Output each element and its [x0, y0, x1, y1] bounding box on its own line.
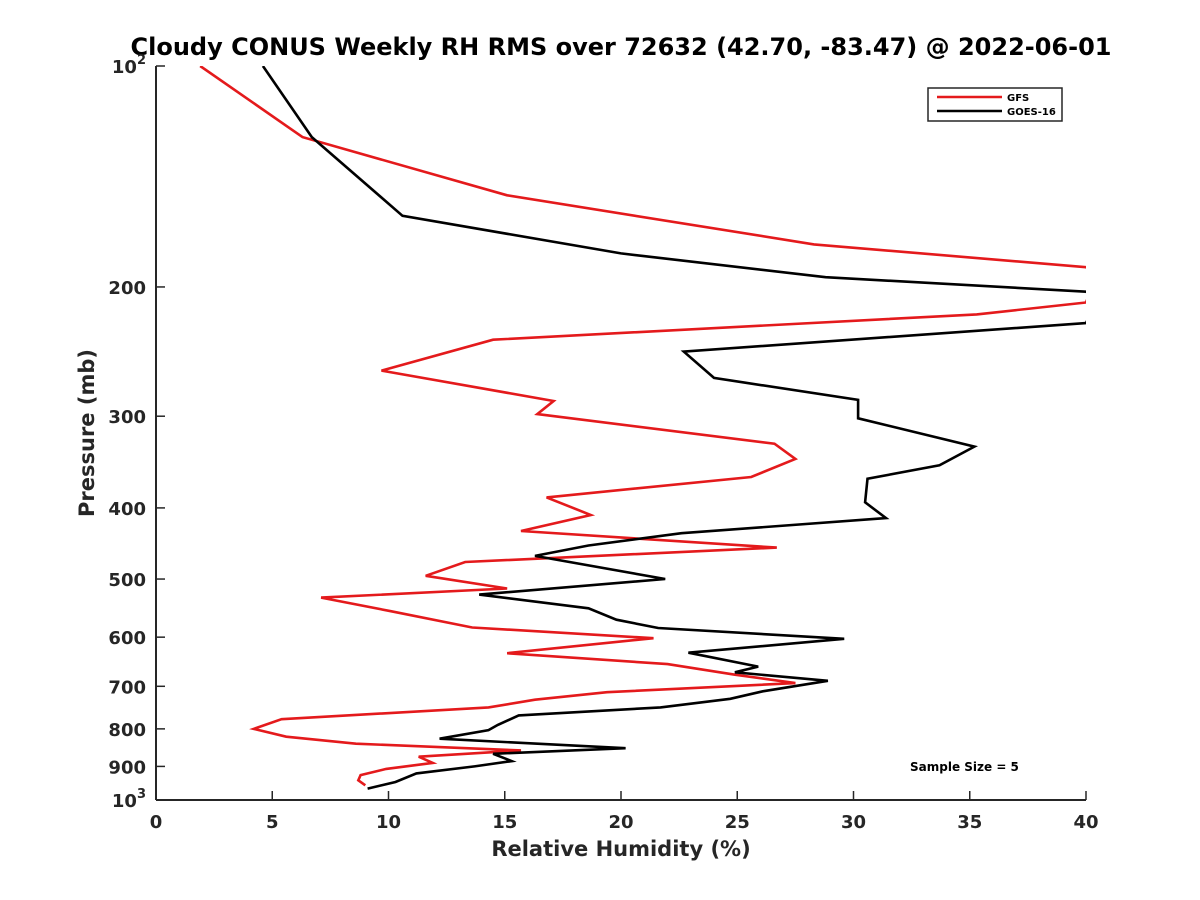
sample-size-annotation: Sample Size = 5 — [910, 760, 1019, 774]
x-axis-label: Relative Humidity (%) — [491, 837, 750, 861]
y-tick-label: 800 — [108, 720, 146, 741]
x-tick-label: 25 — [725, 812, 750, 833]
y-tick-label: 600 — [108, 628, 146, 649]
series-layer — [199, 66, 1098, 790]
legend-label-gfs: GFS — [1007, 93, 1029, 104]
y-tick-label: 200 — [108, 278, 146, 299]
series-line-goes-16 — [261, 66, 1086, 790]
series-points-gfs — [200, 66, 1098, 786]
x-tick-label: 30 — [841, 812, 866, 833]
x-tick-label: 15 — [492, 812, 517, 833]
chart-title: Cloudy CONUS Weekly RH RMS over 72632 (4… — [131, 33, 1112, 61]
x-tick-label: 20 — [608, 812, 633, 833]
y-tick-label: 900 — [108, 757, 146, 778]
x-axis-ticks: 0 5 10 15 20 25 30 35 40 — [150, 791, 1099, 833]
legend-box — [927, 87, 1063, 122]
x-tick-label: 40 — [1073, 812, 1098, 833]
x-tick-label: 35 — [957, 812, 982, 833]
y-axis-ticks: 102 200 300 400 500 600 700 800 900 103 — [108, 53, 165, 812]
series-line-gfs — [199, 66, 1086, 787]
y-tick-label: 700 — [108, 677, 146, 698]
y-tick-label: 500 — [108, 570, 146, 591]
y-tick-label: 400 — [108, 499, 146, 520]
x-tick-label: 5 — [266, 812, 279, 833]
y-tick-label: 300 — [108, 407, 146, 428]
legend-label-goes-16: GOES-16 — [1007, 107, 1056, 118]
y-tick-label: 103 — [112, 787, 146, 812]
y-tick-label: 102 — [112, 53, 146, 78]
legend: GFS GOES-16 — [927, 87, 1063, 122]
y-axis-label: Pressure (mb) — [75, 349, 99, 517]
x-tick-label: 0 — [150, 812, 163, 833]
x-tick-label: 10 — [376, 812, 401, 833]
series-points-goes-16 — [263, 66, 1098, 789]
